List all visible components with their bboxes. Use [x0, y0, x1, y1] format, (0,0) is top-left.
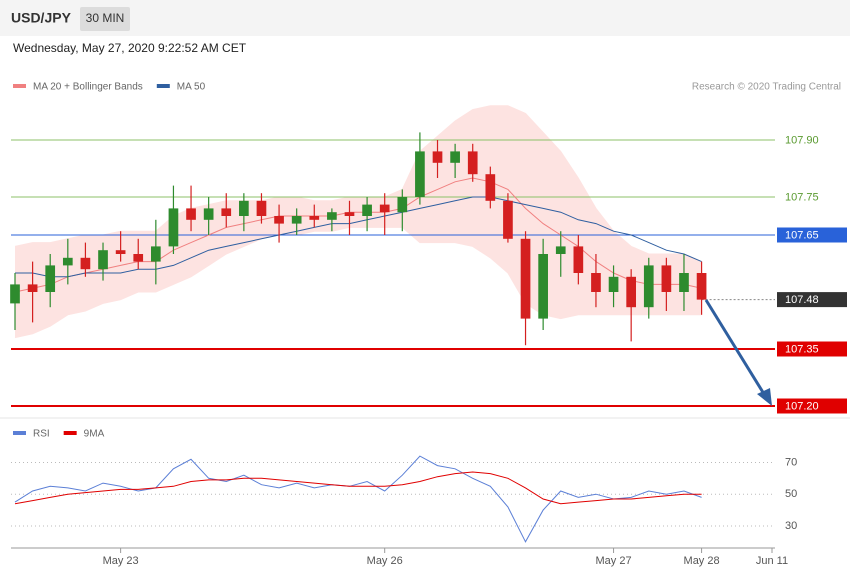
candle-body: [62, 257, 73, 266]
candle-body: [661, 265, 672, 292]
legend-swatch: [63, 431, 77, 435]
candle-body: [450, 151, 460, 163]
candle-body: [591, 273, 601, 292]
level-label: 107.35: [785, 343, 819, 355]
ma-line: [14, 177, 702, 293]
x-tick-label: Jun 11: [756, 555, 788, 567]
x-tick-label: May 28: [684, 555, 720, 567]
candle-body: [80, 257, 91, 270]
level-label: 107.48: [785, 294, 819, 306]
y-tick-label: 50: [785, 488, 797, 500]
candle-body: [327, 212, 337, 220]
x-tick-label: May 26: [367, 555, 403, 567]
rsi-line: [14, 471, 702, 505]
candle-body: [485, 174, 496, 201]
candle-body: [696, 273, 707, 300]
candle-body: [168, 208, 179, 247]
legend-label: 9MA: [84, 429, 105, 440]
legend-swatch: [13, 431, 26, 435]
legend-swatch: [13, 84, 26, 88]
candle-body: [643, 265, 654, 308]
candle-body: [45, 265, 56, 292]
candle-body: [520, 238, 531, 319]
candle-body: [379, 204, 390, 213]
candle-body: [150, 246, 161, 262]
candle-body: [608, 276, 619, 292]
timeframe[interactable]: 30 MIN: [86, 11, 125, 25]
candle-body: [538, 254, 548, 319]
candle-body: [432, 151, 443, 163]
candle-body: [115, 250, 126, 254]
candle-body: [186, 208, 196, 220]
candle-body: [274, 216, 284, 224]
candle-body: [221, 208, 232, 216]
candle-body: [467, 151, 478, 175]
legend-label: RSI: [33, 429, 50, 440]
candle-body: [415, 151, 425, 197]
chart-title: USD/JPY: [11, 10, 72, 26]
band-lower: [14, 226, 702, 339]
candle-body: [309, 216, 320, 220]
candle-body: [503, 200, 513, 239]
level-label: 107.75: [785, 191, 819, 203]
candle-body: [362, 204, 372, 216]
candle-body: [203, 208, 214, 220]
legend-label: MA 50: [177, 82, 206, 93]
price-panel: 107.90 107.75 107.65 107.48 107.35 107.20 MA 2…: [10, 82, 847, 414]
x-tick-label: May 27: [596, 555, 632, 567]
timeframe-box[interactable]: [80, 7, 130, 31]
y-tick-label: 30: [785, 520, 797, 532]
candle-body: [397, 197, 408, 213]
level-label-box: [777, 398, 847, 414]
candle-body: [27, 284, 38, 292]
level-label-box: [777, 227, 847, 243]
level-label: 107.90: [785, 134, 819, 146]
level-label-box: [777, 341, 847, 357]
candle-body: [626, 276, 637, 308]
header-bar: [0, 0, 850, 36]
y-tick-label: 70: [785, 456, 797, 468]
candle-body: [10, 284, 20, 304]
rsi-line: [14, 455, 702, 543]
x-tick-label: May 23: [103, 555, 139, 567]
candle-body: [679, 273, 689, 292]
legend-label: MA 20 + Bollinger Bands: [33, 82, 143, 93]
candle-body: [98, 250, 108, 270]
candle-body: [291, 216, 302, 224]
rsi-panel: 30 50 70 RSI 9MA: [11, 429, 797, 543]
subtitle: Wednesday, May 27, 2020 9:22:52 AM CET: [13, 41, 247, 55]
ma-line: [15, 196, 702, 278]
credit: Research © 2020 Trading Central: [692, 82, 841, 93]
candle-body: [133, 254, 144, 262]
candle-body: [239, 200, 249, 216]
level-label: 107.65: [785, 229, 819, 241]
candle-body: [573, 246, 584, 273]
candle-body: [555, 246, 566, 254]
legend-swatch: [156, 84, 170, 88]
candle-body: [256, 200, 267, 216]
candle-body: [344, 212, 355, 216]
level-label-box: [777, 292, 847, 308]
projection-arrow: [704, 299, 772, 406]
level-label: 107.20: [785, 400, 819, 412]
